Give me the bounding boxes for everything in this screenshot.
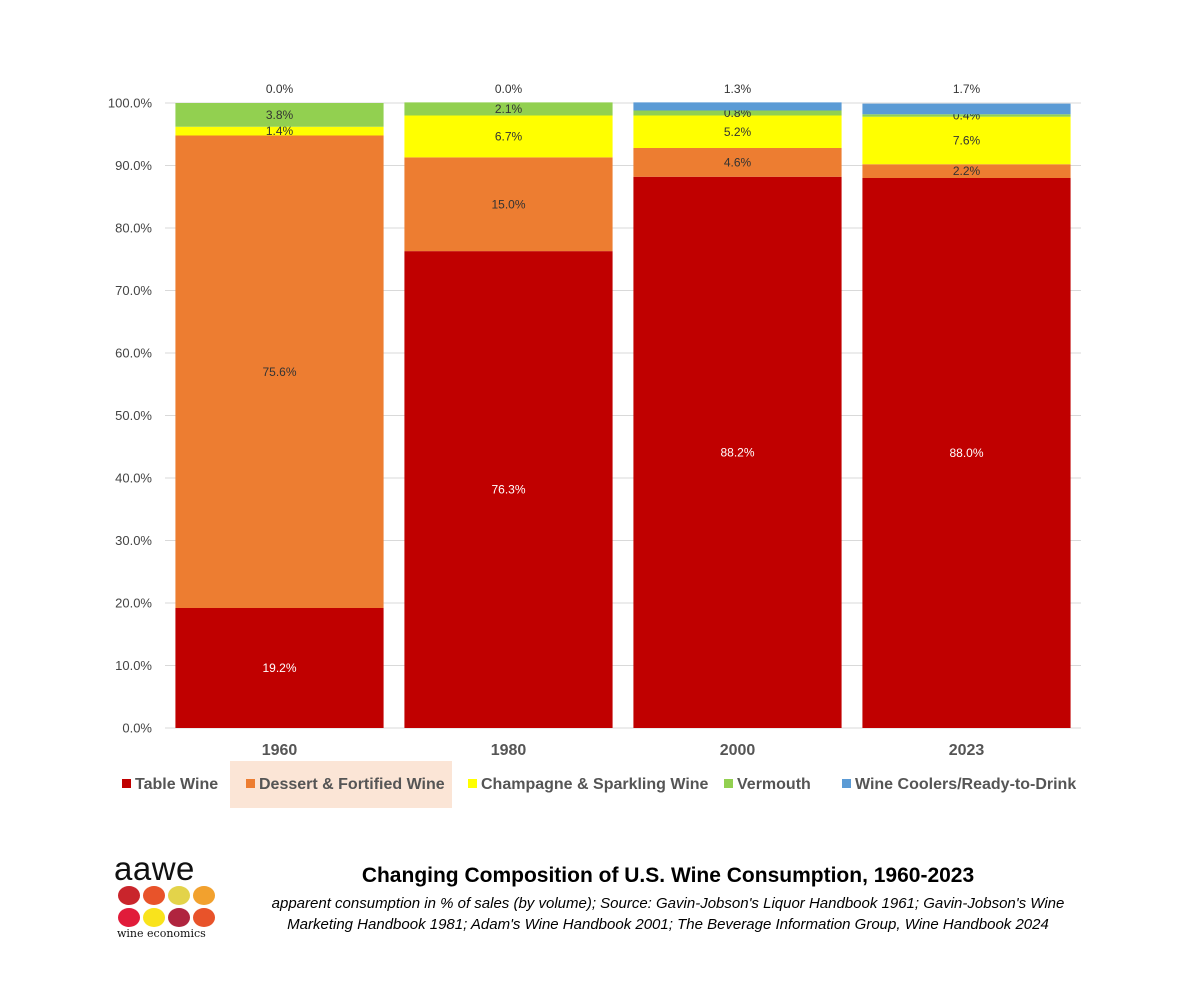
bar-segment	[862, 178, 1071, 728]
bar-segment	[175, 135, 384, 608]
bar-segment	[862, 164, 1071, 178]
y-tick-label: 0.0%	[122, 721, 152, 736]
logo-dot	[193, 886, 215, 905]
bar-segment	[633, 115, 842, 148]
chart-subtitle: apparent consumption in % of sales (by v…	[248, 893, 1088, 935]
legend-swatch	[122, 779, 131, 788]
bar-segment	[862, 103, 1071, 115]
data-label: 88.2%	[720, 445, 754, 459]
legend-label: Dessert & Fortified Wine	[259, 776, 445, 793]
bar-segment	[404, 251, 613, 728]
data-label: 1.7%	[953, 82, 981, 96]
bar-segment	[175, 126, 384, 136]
logo-dot	[143, 886, 165, 905]
y-tick-label: 20.0%	[115, 596, 152, 611]
chart-subtitle-line: Marketing Handbook 1981; Adam's Wine Han…	[287, 916, 1049, 933]
data-label: 2.1%	[495, 102, 523, 116]
data-label: 15.0%	[491, 197, 525, 211]
legend-swatch	[724, 779, 733, 788]
legend-label: Champagne & Sparkling Wine	[481, 776, 709, 793]
data-label: 1.4%	[266, 124, 294, 138]
data-label: 75.6%	[262, 365, 296, 379]
data-label: 0.0%	[495, 82, 523, 96]
data-label: 1.3%	[724, 82, 752, 96]
data-label: 2.2%	[953, 164, 981, 178]
y-tick-label: 10.0%	[115, 658, 152, 673]
bar-segment	[633, 148, 842, 177]
x-tick-label: 2000	[720, 742, 756, 759]
logo-subtitle: wine economics	[117, 927, 206, 940]
x-tick-label: 2023	[949, 742, 985, 759]
data-label: 19.2%	[262, 661, 296, 675]
y-tick-label: 70.0%	[115, 283, 152, 298]
x-tick-label: 1960	[262, 742, 298, 759]
bar-segment	[404, 157, 613, 252]
data-label: 3.8%	[266, 108, 294, 122]
data-label: 76.3%	[491, 483, 525, 497]
bar-segment	[862, 116, 1071, 165]
logo-dots	[118, 886, 218, 930]
bar-segment	[862, 114, 1071, 117]
x-tick-label: 1980	[491, 742, 527, 759]
bar-segment	[633, 102, 842, 111]
y-tick-label: 50.0%	[115, 408, 152, 423]
bar-segment	[175, 608, 384, 728]
data-label: 4.6%	[724, 155, 752, 169]
chart-title: Changing Composition of U.S. Wine Consum…	[361, 864, 975, 887]
y-tick-label: 90.0%	[115, 158, 152, 173]
logo-dot	[168, 886, 190, 905]
y-axis-ticks: 0.0% 10.0% 20.0% 30.0% 40.0% 50.0% 60.0% 70.0% 8…	[108, 96, 153, 736]
bars: 19.2% 75.6% 1.4% 3.8% 0.0% 76.3% 15.0% 6.7% 2.1%…	[175, 82, 1071, 728]
bar-segment	[633, 110, 842, 116]
legend-label: Vermouth	[737, 776, 811, 793]
aawe-logo: aawe wine economics	[114, 852, 224, 942]
y-tick-label: 80.0%	[115, 221, 152, 236]
logo-dot	[118, 886, 140, 905]
data-label: 0.0%	[266, 82, 294, 96]
chart-subtitle-line: apparent consumption in % of sales (by v…	[271, 895, 1065, 912]
bar-segment	[175, 103, 384, 127]
logo-dot	[118, 908, 140, 927]
data-label: 6.7%	[495, 129, 523, 143]
y-tick-label: 100.0%	[108, 96, 153, 111]
logo-wordmark: aawe	[114, 850, 195, 887]
data-label: 5.2%	[724, 125, 752, 139]
legend-swatch	[468, 779, 477, 788]
logo-dot	[193, 908, 215, 927]
bar-segment	[404, 115, 613, 158]
legend-label: Table Wine	[135, 776, 218, 793]
data-label: 7.6%	[953, 134, 981, 148]
logo-dot	[143, 908, 165, 927]
legend-highlight	[230, 761, 452, 808]
legend-swatch	[246, 779, 255, 788]
data-label: 88.0%	[949, 446, 983, 460]
stacked-bar-chart: 0.0% 10.0% 20.0% 30.0% 40.0% 50.0% 60.0% 70.0% 8…	[108, 82, 1081, 808]
legend-label: Wine Coolers/Ready-to-Drink	[855, 776, 1076, 793]
legend-swatch	[842, 779, 851, 788]
y-tick-label: 30.0%	[115, 533, 152, 548]
y-tick-label: 40.0%	[115, 471, 152, 486]
bar-segment	[404, 102, 613, 116]
x-axis-ticks: 1960 1980 2000 2023	[262, 742, 985, 759]
legend: Table Wine Dessert & Fortified Wine Champa…	[122, 761, 1076, 808]
y-tick-label: 60.0%	[115, 346, 152, 361]
bar-segment	[633, 176, 842, 728]
logo-dot	[168, 908, 190, 927]
